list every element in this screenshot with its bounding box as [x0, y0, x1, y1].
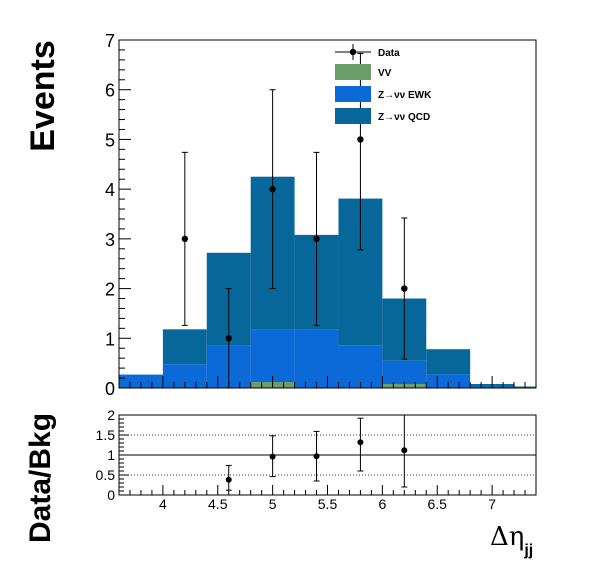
bar-z-ewk-4 — [295, 329, 339, 388]
legend-swatch-0 — [335, 64, 371, 80]
legend-label-2: Z→νν QCD — [378, 112, 430, 123]
x-axis-title: Δηjj — [490, 522, 533, 559]
ratio-y-ticks: 0 0.5 1 1.5 2 — [96, 407, 129, 503]
ratio-ytick-label-1: 0.5 — [96, 467, 116, 483]
x-axis-title-main: Δη — [490, 522, 524, 552]
bar-z-ewk-3 — [251, 330, 295, 382]
top-ytick-label-6: 6 — [105, 81, 115, 101]
ratio-point-2 — [314, 453, 320, 459]
top-ytick-label-1: 1 — [105, 329, 115, 349]
legend-swatch-1 — [335, 86, 371, 102]
top-ytick-label-2: 2 — [105, 280, 115, 300]
top-ytick-label-3: 3 — [105, 230, 115, 250]
data-point-4 — [357, 136, 363, 142]
y-axis-title-events: Events — [24, 40, 62, 152]
ratio-xtick-label-1: 4.5 — [208, 496, 228, 512]
top-ytick-label-7: 7 — [105, 31, 115, 51]
legend-label-0: VV — [378, 68, 392, 79]
data-point-5 — [401, 285, 407, 291]
ratio-xtick-label-5: 6.5 — [428, 496, 448, 512]
ratio-grid — [119, 415, 536, 475]
ratio-xtick-label-2: 5 — [269, 496, 277, 512]
ratio-xtick-label-6: 7 — [488, 496, 496, 512]
top-ytick-label-0: 0 — [105, 379, 115, 399]
ratio-point-0 — [226, 477, 232, 483]
data-point-3 — [313, 236, 319, 242]
y-axis-title-ratio: Data/Bkg — [24, 413, 57, 543]
bar-z-qcd-7 — [426, 349, 470, 374]
data-point-0 — [182, 236, 188, 242]
bar-z-ewk-6 — [382, 361, 426, 384]
data-point-1 — [226, 335, 232, 341]
bar-z-qcd-1 — [163, 329, 207, 364]
legend-data-marker — [350, 49, 356, 55]
legend-label-1: Z→νν EWK — [378, 90, 432, 101]
ratio-x-ticks: 4 4.5 5 5.5 6 6.5 7 — [119, 485, 536, 512]
top-y-ticks: 0 1 2 3 4 5 6 7 — [105, 31, 131, 399]
ratio-ytick-label-2: 1 — [107, 447, 115, 463]
stacked-histogram — [119, 177, 536, 388]
x-axis-title-subscript: jj — [523, 542, 533, 559]
top-ytick-label-5: 5 — [105, 130, 115, 150]
ratio-xtick-label-4: 6 — [378, 496, 386, 512]
ratio-xtick-label-0: 4 — [159, 496, 167, 512]
data-point-2 — [269, 186, 275, 192]
bar-z-ewk-5 — [338, 345, 382, 388]
top-ytick-label-4: 4 — [105, 180, 115, 200]
ratio-ytick-label-3: 1.5 — [96, 427, 116, 443]
ratio-point-4 — [401, 447, 407, 453]
ratio-point-3 — [357, 439, 363, 445]
ratio-xtick-label-3: 5.5 — [318, 496, 338, 512]
data-points-ratio — [226, 415, 408, 490]
ratio-ytick-label-4: 2 — [107, 407, 115, 423]
legend: Data VV Z→νν EWK Z→νν QCD — [335, 44, 432, 124]
legend-swatch-2 — [335, 108, 371, 124]
ratio-ytick-label-0: 0 — [107, 487, 115, 503]
ratio-point-1 — [270, 454, 276, 460]
legend-label-data: Data — [378, 48, 400, 59]
